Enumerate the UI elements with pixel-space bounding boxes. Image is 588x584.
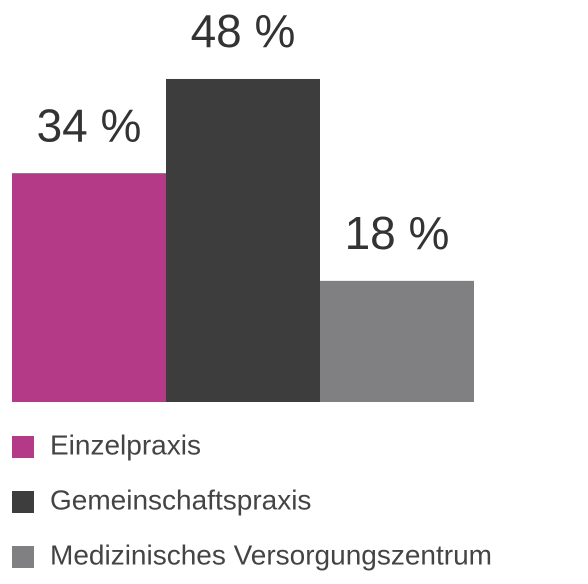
value-label: 18 % [345, 207, 450, 259]
legend-swatch [12, 546, 34, 568]
bar [12, 173, 166, 402]
legend-text: Medizinisches Versorgungszentrum [50, 539, 492, 570]
value-label: 34 % [37, 99, 142, 151]
legend-text: Einzelpraxis [50, 429, 201, 460]
legend-text: Gemeinschaftspraxis [50, 484, 311, 515]
bar [320, 280, 474, 402]
legend-swatch [12, 491, 34, 513]
bar [166, 78, 320, 403]
legend-swatch [12, 436, 34, 458]
value-label: 48 % [191, 5, 296, 57]
